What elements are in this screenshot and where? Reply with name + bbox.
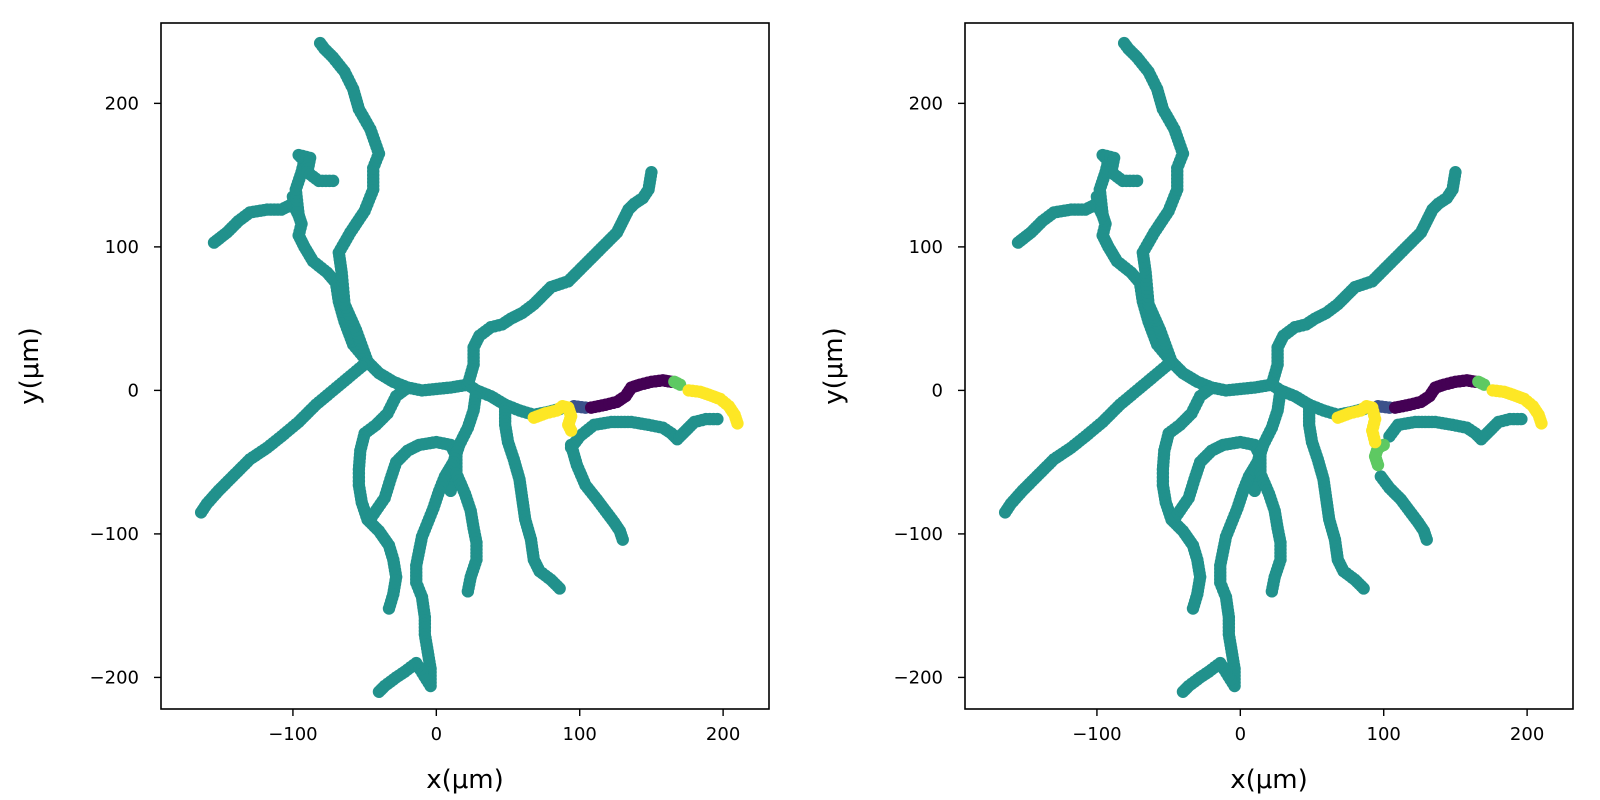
- data-point: [326, 174, 340, 188]
- data-point: [616, 533, 629, 546]
- plot-area-frame: [964, 22, 1574, 710]
- y-tick-label: −100: [894, 524, 943, 545]
- y-tick-label: 100: [105, 237, 139, 258]
- right-panel: −100 0 100 200 −200 −100 0 100 200 x(μm) y(μm): [819, 22, 1574, 795]
- data-point: [564, 424, 578, 437]
- x-tick-label: 0: [431, 724, 442, 745]
- x-tick-label: −100: [1072, 724, 1121, 745]
- x-axis-label: x(μm): [1230, 765, 1308, 795]
- data-point: [1515, 412, 1528, 426]
- y-tick-label: 200: [909, 93, 943, 114]
- left-panel: −100 0 100 200 −200 −100 0 100 200 x(μm) y(μm): [15, 22, 770, 795]
- x-tick-label: 0: [1235, 724, 1246, 745]
- data-point: [372, 685, 386, 698]
- data-point: [553, 582, 566, 595]
- data-point: [1186, 602, 1200, 615]
- data-point: [382, 602, 396, 615]
- data-point: [1265, 585, 1279, 598]
- x-tick-label: 100: [1367, 724, 1401, 745]
- data-point: [1011, 236, 1025, 249]
- data-point: [1357, 582, 1370, 595]
- data-point: [1449, 166, 1462, 179]
- y-axis-label: y(μm): [15, 327, 45, 405]
- data-point: [194, 506, 208, 519]
- data-point: [1248, 484, 1261, 498]
- y-tick-label: 200: [105, 93, 139, 114]
- data-point: [731, 417, 744, 430]
- x-tick-label: 100: [563, 724, 597, 745]
- x-tick-label: −100: [268, 724, 317, 745]
- y-tick-label: 100: [909, 237, 943, 258]
- data-point: [461, 585, 475, 598]
- data-point: [711, 412, 724, 426]
- y-tick-label: 0: [932, 380, 943, 401]
- data-point: [207, 236, 221, 249]
- data-point: [645, 166, 658, 179]
- data-markers: [998, 36, 1548, 698]
- y-axis-label: y(μm): [819, 327, 849, 405]
- data-point: [1420, 533, 1433, 546]
- data-point: [1176, 685, 1190, 698]
- y-tick-label: 0: [128, 380, 139, 401]
- data-point: [998, 506, 1012, 519]
- data-markers: [194, 36, 744, 698]
- plot-area-frame: [160, 22, 770, 710]
- data-point: [1117, 36, 1131, 50]
- x-axis-label: x(μm): [426, 765, 504, 795]
- y-tick-label: −200: [90, 667, 139, 688]
- data-point: [1535, 417, 1548, 430]
- data-point: [444, 484, 457, 498]
- y-tick-label: −200: [894, 667, 943, 688]
- x-tick-label: 200: [706, 724, 740, 745]
- data-point: [1130, 174, 1144, 188]
- y-tick-label: −100: [90, 524, 139, 545]
- data-point: [1368, 435, 1382, 449]
- data-point: [313, 36, 327, 50]
- x-tick-label: 200: [1510, 724, 1544, 745]
